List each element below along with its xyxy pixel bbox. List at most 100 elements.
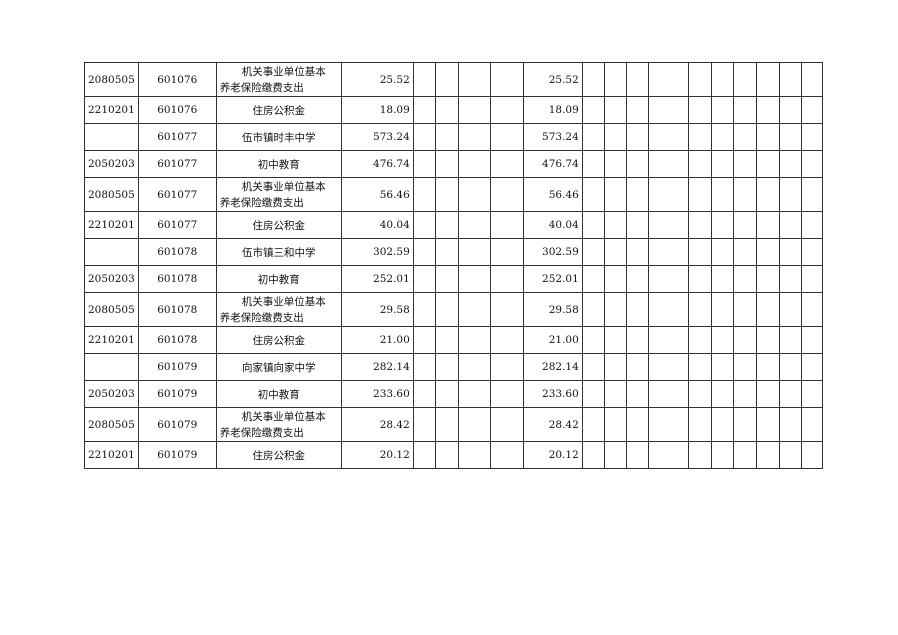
empty-cell (625, 123, 649, 151)
subject-code-cell: 2080505 (84, 292, 139, 327)
empty-cell (755, 62, 780, 97)
empty-cell (457, 150, 491, 178)
subject-code-cell (84, 238, 139, 266)
empty-cell (647, 211, 689, 239)
unit-code-cell: 601077 (137, 150, 217, 178)
total-cell: 56.46 (340, 177, 414, 212)
table-body: 2080505 601076 机关事业单位基本 养老保险缴费支出 25.52 25.52 2… (84, 62, 823, 469)
empty-cell (434, 326, 459, 354)
unit-code-cell: 601078 (137, 265, 217, 293)
empty-cell (581, 150, 605, 178)
empty-cell (755, 96, 780, 124)
total-cell: 28.42 (340, 407, 414, 442)
subject-code-cell (84, 353, 139, 381)
empty-cell (412, 238, 436, 266)
empty-cell (625, 62, 649, 97)
empty-cell (647, 150, 689, 178)
subject-code-cell: 2050203 (84, 265, 139, 293)
empty-cell (603, 380, 627, 408)
empty-cell (647, 62, 689, 97)
empty-cell (710, 211, 734, 239)
total-cell: 18.09 (340, 96, 414, 124)
empty-cell (625, 265, 649, 293)
subject-code-cell: 2080505 (84, 407, 139, 442)
basic-expenditure-cell: 476.74 (522, 150, 583, 178)
item-name-cell: 住房公积金 (215, 441, 342, 469)
empty-cell (457, 211, 491, 239)
empty-cell (625, 407, 649, 442)
table-row: 2210201 601077 住房公积金 40.04 40.04 (84, 211, 823, 239)
empty-cell (710, 380, 734, 408)
empty-cell (412, 211, 436, 239)
empty-cell (800, 62, 823, 97)
empty-cell (647, 441, 689, 469)
empty-cell (581, 177, 605, 212)
unit-code-cell: 601076 (137, 96, 217, 124)
empty-cell (755, 211, 780, 239)
empty-cell (457, 265, 491, 293)
empty-cell (434, 150, 459, 178)
empty-cell (778, 407, 802, 442)
basic-expenditure-cell: 282.14 (522, 353, 583, 381)
item-name-cell: 机关事业单位基本 养老保险缴费支出 (215, 407, 342, 442)
empty-cell (647, 407, 689, 442)
empty-cell (625, 292, 649, 327)
empty-cell (732, 326, 757, 354)
empty-cell (489, 211, 524, 239)
table-row: 2050203 601078 初中教育 252.01 252.01 (84, 265, 823, 293)
empty-cell (489, 150, 524, 178)
empty-cell (732, 380, 757, 408)
empty-cell (489, 62, 524, 97)
empty-cell (489, 265, 524, 293)
empty-cell (489, 177, 524, 212)
empty-cell (755, 265, 780, 293)
empty-cell (581, 407, 605, 442)
empty-cell (647, 123, 689, 151)
empty-cell (603, 265, 627, 293)
item-name-cell: 机关事业单位基本 养老保险缴费支出 (215, 292, 342, 327)
empty-cell (687, 380, 712, 408)
empty-cell (434, 292, 459, 327)
empty-cell (412, 407, 436, 442)
empty-cell (457, 292, 491, 327)
item-name-line: 初中教育 (257, 388, 300, 401)
empty-cell (647, 177, 689, 212)
empty-cell (434, 238, 459, 266)
empty-cell (412, 353, 436, 381)
empty-cell (710, 407, 734, 442)
empty-cell (647, 292, 689, 327)
empty-cell (710, 353, 734, 381)
empty-cell (603, 353, 627, 381)
empty-cell (687, 123, 712, 151)
empty-cell (687, 441, 712, 469)
empty-cell (778, 326, 802, 354)
empty-cell (710, 238, 734, 266)
unit-code-cell: 601079 (137, 441, 217, 469)
empty-cell (710, 265, 734, 293)
empty-cell (755, 380, 780, 408)
item-name-cell: 住房公积金 (215, 211, 342, 239)
empty-cell (687, 211, 712, 239)
table-row: 2210201 601078 住房公积金 21.00 21.00 (84, 326, 823, 354)
empty-cell (778, 123, 802, 151)
empty-cell (687, 96, 712, 124)
empty-cell (687, 177, 712, 212)
empty-cell (687, 353, 712, 381)
empty-cell (581, 62, 605, 97)
empty-cell (647, 326, 689, 354)
table-row: 601078 伍市镇三和中学 302.59 302.59 (84, 238, 823, 266)
empty-cell (625, 353, 649, 381)
unit-code-cell: 601076 (137, 62, 217, 97)
empty-cell (603, 62, 627, 97)
item-name-line: 机关事业单位基本 (241, 295, 326, 308)
item-name-line: 伍市镇时丰中学 (242, 131, 316, 144)
budget-table: 2080505 601076 机关事业单位基本 养老保险缴费支出 25.52 25.52 2… (84, 62, 823, 469)
empty-cell (412, 265, 436, 293)
empty-cell (687, 407, 712, 442)
empty-cell (755, 150, 780, 178)
basic-expenditure-cell: 252.01 (522, 265, 583, 293)
empty-cell (603, 238, 627, 266)
empty-cell (778, 96, 802, 124)
empty-cell (710, 150, 734, 178)
empty-cell (581, 238, 605, 266)
